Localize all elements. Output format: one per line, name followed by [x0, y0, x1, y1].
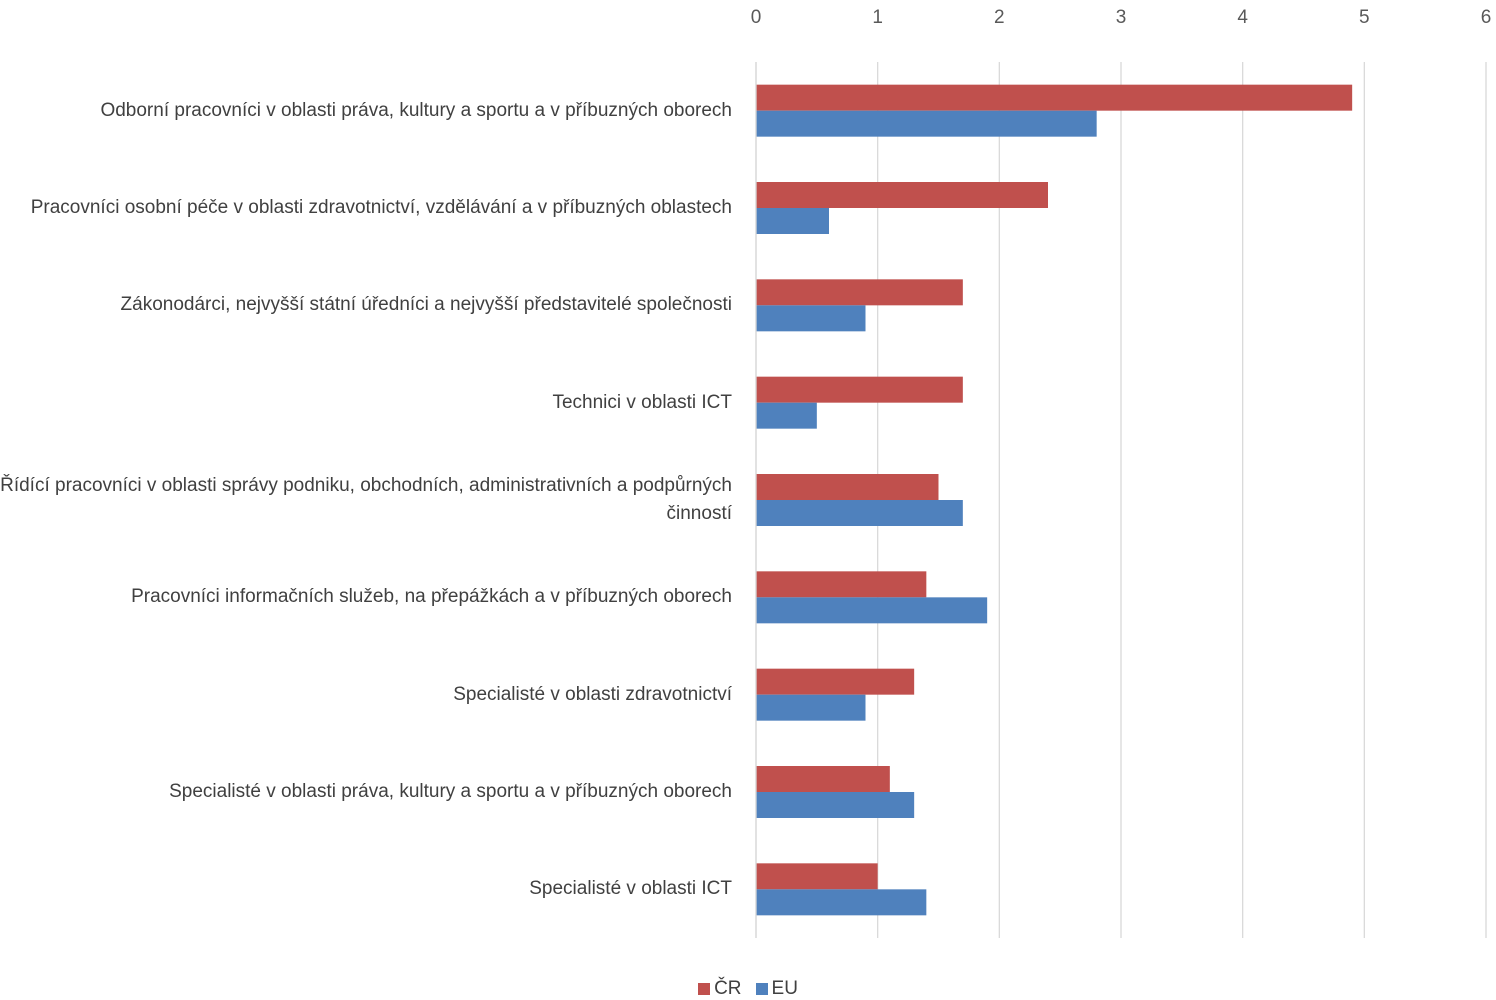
bar-čr-4 — [756, 474, 939, 500]
bar-eu-0 — [756, 110, 1097, 137]
bar-čr-7 — [756, 766, 890, 792]
legend-item-eu: EU — [755, 978, 798, 1000]
x-tick-label: 4 — [1237, 7, 1248, 28]
x-tick-label: 3 — [1115, 7, 1127, 28]
bar-eu-7 — [756, 792, 915, 818]
bar-eu-5 — [756, 597, 988, 624]
x-tick-label: 0 — [750, 7, 762, 28]
category-label: Specialisté v oblasti práva, kultury a s… — [169, 781, 732, 802]
bar-čr-5 — [756, 571, 927, 598]
category-label: Zákonodárci, nejvyšší státní úředníci a … — [120, 294, 732, 316]
bar-čr-0 — [756, 84, 1353, 111]
x-tick-label: 6 — [1480, 7, 1492, 28]
legend-item-čr: ČR — [698, 978, 742, 1000]
category-label: Pracovníci informačních služeb, na přepá… — [131, 586, 732, 608]
chart-legend: ČR EU — [0, 978, 1496, 1000]
bar-čr-2 — [756, 279, 963, 306]
x-tick-label: 1 — [872, 7, 883, 28]
bar-eu-6 — [756, 694, 866, 721]
category-label: Odborní pracovníci v oblasti práva, kult… — [100, 99, 732, 121]
bar-eu-4 — [756, 500, 963, 526]
legend-swatch — [698, 983, 711, 995]
bar-čr-3 — [756, 376, 963, 403]
x-tick-label: 2 — [994, 7, 1005, 28]
category-label: Technici v oblasti ICT — [552, 391, 732, 413]
bar-čr-8 — [756, 863, 878, 890]
legend-swatch — [755, 983, 768, 995]
bar-eu-8 — [756, 889, 927, 916]
bar-eu-1 — [756, 208, 829, 234]
bar-čr-1 — [756, 182, 1048, 208]
legend-label: EU — [771, 978, 798, 999]
x-tick-label: 5 — [1359, 7, 1370, 28]
bar-eu-3 — [756, 402, 817, 429]
category-label: Specialisté v oblasti zdravotnictví — [453, 683, 732, 705]
category-label: Řídící pracovníci v oblasti správy podni… — [0, 475, 732, 524]
category-label: Specialisté v oblasti ICT — [529, 878, 732, 900]
bar-čr-6 — [756, 668, 915, 695]
category-label: Pracovníci osobní péče v oblasti zdravot… — [30, 197, 732, 218]
legend-label: ČR — [714, 978, 742, 999]
bar-eu-2 — [756, 305, 866, 332]
